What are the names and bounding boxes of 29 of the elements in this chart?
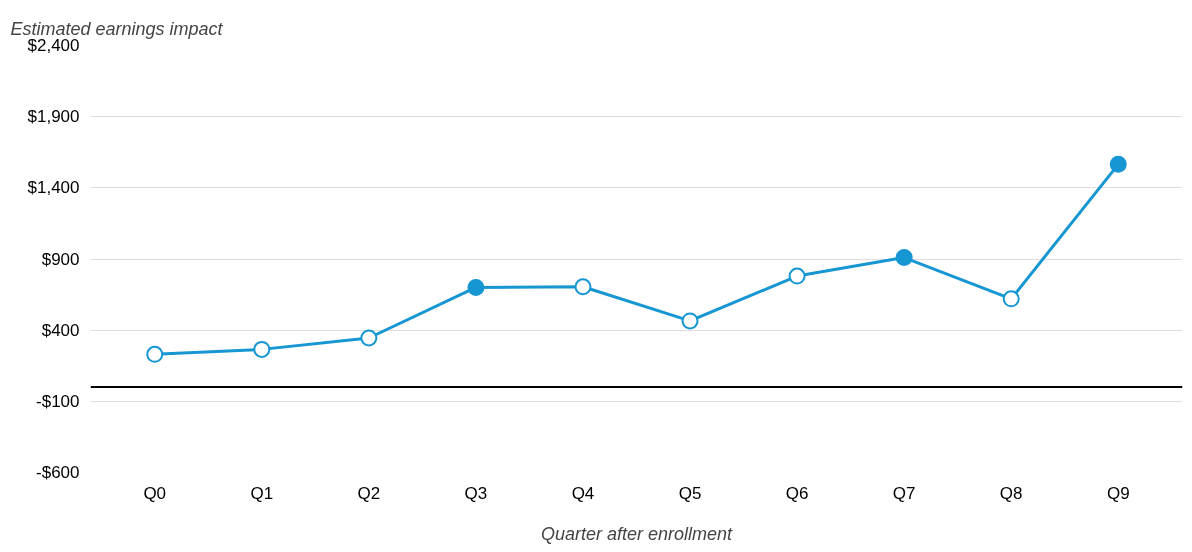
y-tick-label: $400 [41,320,80,340]
x-tick-label: Q5 [678,483,702,503]
y-tick-label: -$100 [36,391,80,411]
point [146,345,164,363]
x-tick-label: Q4 [571,483,595,503]
y-tick-label: $1,900 [27,107,80,127]
point [467,278,485,296]
x-tick-label: Q6 [785,483,809,503]
y-tick-label: $1,400 [27,178,80,198]
point [574,278,592,296]
point [788,267,806,285]
x-tick-label: Q9 [1106,483,1130,503]
x-tick-label: Q7 [892,483,916,503]
x-axis-title: Quarter after enrollment [540,523,734,544]
point [360,329,378,347]
y-axis-title: Estimated earnings impact [10,18,224,39]
point [1002,290,1020,308]
y-tick-label: $900 [41,249,80,269]
x-tick-label: Q2 [357,483,381,503]
point [253,340,271,358]
y-tick-label: -$600 [36,463,80,482]
x-tick-label: Q1 [250,483,274,503]
point [681,312,699,330]
point [895,249,913,267]
y-tick-label: $2,400 [27,36,80,55]
point [1109,155,1127,173]
x-tick-label: Q3 [464,483,488,503]
x-tick-label: Q8 [999,483,1023,503]
x-tick-label: Q0 [143,483,167,503]
